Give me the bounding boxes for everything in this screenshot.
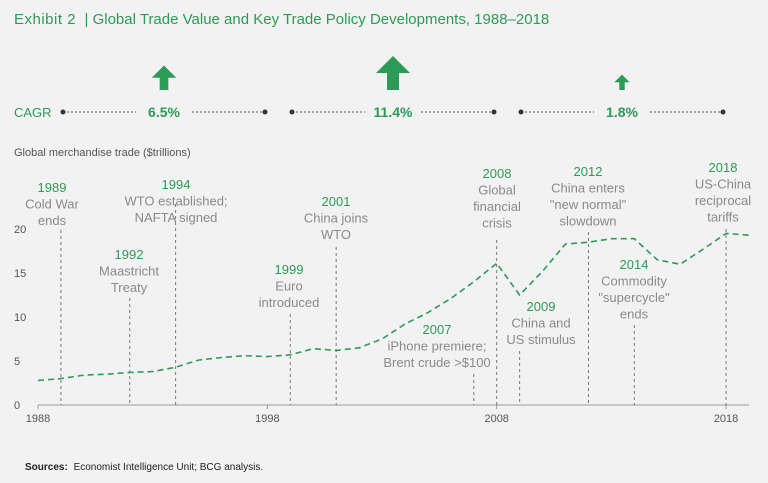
x-tick-label: 2018 — [714, 413, 738, 425]
annotation-text: financial — [473, 199, 521, 214]
exhibit-title: Exhibit 2 | Global Trade Value and Key T… — [14, 11, 549, 28]
cagr-endpoint — [720, 109, 726, 115]
annotation-text: "new normal" — [550, 197, 627, 212]
cagr-endpoint — [289, 109, 295, 115]
annotation-year: 1989 — [38, 180, 67, 195]
x-tick-label: 1998 — [255, 413, 279, 425]
y-axis-label: Global merchandise trade ($trillions) — [14, 147, 191, 159]
annotation-text: Maastricht — [99, 264, 159, 279]
y-tick-label: 15 — [14, 268, 26, 280]
annotation-text: slowdown — [559, 214, 616, 229]
annotation-text: Brent crude >$100 — [383, 355, 490, 370]
cagr-endpoint — [262, 109, 268, 115]
cagr-period-3: 1.8% — [518, 74, 726, 120]
annotation-text: "supercycle" — [598, 290, 670, 305]
annotation-text: WTO — [321, 227, 351, 242]
annotation-year: 2014 — [620, 257, 649, 272]
annotation-text: tariffs — [707, 210, 739, 225]
up-arrow-icon — [151, 65, 177, 90]
sources-text: Economist Intelligence Unit; BCG analysi… — [74, 462, 264, 473]
cagr-endpoint — [60, 109, 66, 115]
x-tick-label: 2008 — [484, 413, 508, 425]
annotation-year: 2009 — [527, 299, 556, 314]
annotation-2014: 2014 Commodity"supercycle" ends — [598, 257, 670, 405]
y-tick-label: 5 — [14, 356, 20, 368]
cagr-value: 11.4% — [374, 104, 413, 120]
annotation-text: Commodity — [601, 274, 667, 289]
up-arrow-icon — [376, 56, 410, 90]
annotation-year: 2018 — [709, 160, 738, 175]
annotation-text: reciprocal — [695, 193, 751, 208]
cagr-endpoint — [491, 109, 497, 115]
annotation-text: ends — [620, 307, 649, 322]
annotation-year: 1992 — [115, 247, 144, 262]
annotation-year: 2008 — [483, 166, 512, 181]
annotation-2012: 2012 China enters"new normal" slowdown — [550, 164, 627, 405]
x-tick-label: 1988 — [26, 413, 50, 425]
sources-note: Sources: Economist Intelligence Unit; BC… — [25, 462, 263, 473]
annotation-year: 1999 — [275, 262, 304, 277]
annotation-text: China joins — [304, 211, 369, 226]
annotation-year: 1994 — [162, 177, 191, 192]
annotation-text: Euro — [275, 279, 302, 294]
cagr-value: 6.5% — [148, 104, 180, 120]
annotation-text: iPhone premiere; — [388, 339, 487, 354]
annotation-text: Treaty — [111, 280, 148, 295]
annotation-text: ends — [38, 213, 67, 228]
sources-label: Sources: — [25, 462, 68, 473]
series-group — [37, 232, 750, 382]
cagr-endpoint — [518, 109, 524, 115]
y-tick-label: 20 — [14, 224, 26, 236]
exhibit-label: Exhibit 2 — [14, 11, 76, 28]
cagr-period-1: 6.5% — [60, 65, 268, 120]
series-line — [37, 232, 750, 382]
cagr-label: CAGR — [14, 105, 52, 120]
cagr-value: 1.8% — [606, 104, 638, 120]
annotation-text: US-China — [695, 177, 752, 192]
x-axis: 1988 1998 2008 2018 — [26, 404, 749, 425]
annotation-year: 2001 — [322, 194, 351, 209]
annotation-year: 2012 — [574, 164, 603, 179]
up-arrow-icon — [614, 74, 630, 90]
annotation-1994: 1994 WTO established;NAFTA signed — [124, 177, 228, 405]
page-title: Global Trade Value and Key Trade Policy … — [93, 11, 550, 28]
y-tick-label: 10 — [14, 312, 26, 324]
cagr-period-2: 11.4% — [289, 56, 497, 120]
annotation-text: China and — [511, 316, 570, 331]
annotation-2007: 2007 iPhone premiere;Brent crude >$100 — [383, 322, 491, 405]
annotation-text: China enters — [551, 181, 625, 196]
annotation-text: WTO established; — [124, 194, 227, 209]
annotation-year: 2007 — [423, 322, 452, 337]
annotation-text: Global — [478, 183, 516, 198]
annotation-text: US stimulus — [506, 332, 576, 347]
y-tick-label: 0 — [14, 400, 20, 412]
annotation-text: introduced — [259, 295, 320, 310]
annotation-text: crisis — [482, 216, 512, 231]
annotation-text: Cold War — [25, 197, 79, 212]
cagr-row: 6.5% 11.4% 1.8% — [60, 56, 726, 120]
annotation-text: NAFTA signed — [135, 210, 218, 225]
y-axis: 0 5 10 15 20 — [14, 224, 26, 412]
